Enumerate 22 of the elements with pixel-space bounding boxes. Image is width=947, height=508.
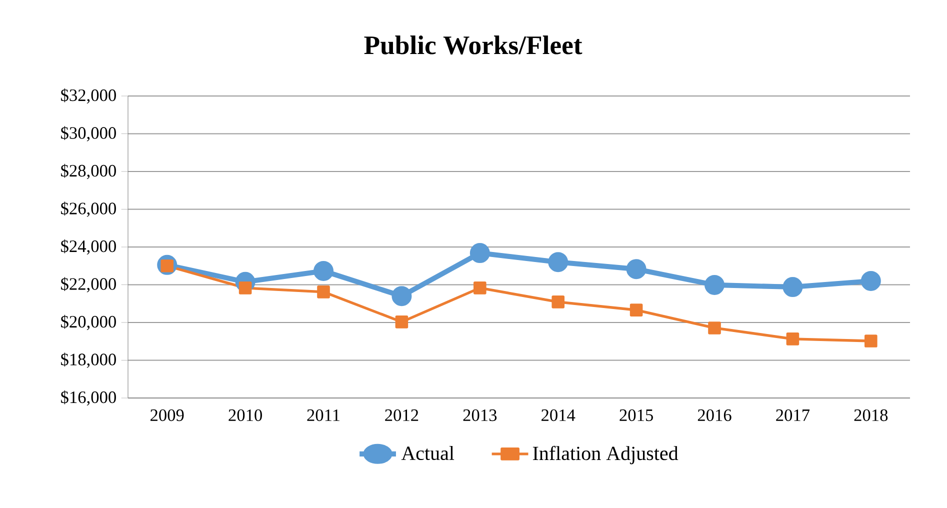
x-tick-label: 2013 <box>463 409 497 422</box>
x-tick-label: 2017 <box>776 409 810 422</box>
x-tick-label: 2015 <box>620 409 653 422</box>
x-tick-label: 2011 <box>307 409 340 422</box>
y-tick-label: $16,000 <box>61 390 116 406</box>
y-tick-label: $30,000 <box>61 126 116 142</box>
chart-title: Public Works/Fleet <box>364 36 582 54</box>
x-tick-label: 2010 <box>228 409 262 422</box>
x-tick-label: 2009 <box>150 409 184 422</box>
x-tick-label: 2016 <box>698 409 732 422</box>
x-tick-label: 2014 <box>542 409 576 422</box>
legend-label: Inflation Adjusted <box>532 446 678 464</box>
y-tick-label: $18,000 <box>61 352 116 368</box>
x-tick-label: 2018 <box>854 409 888 422</box>
y-tick-label: $20,000 <box>61 314 116 330</box>
y-tick-label: $22,000 <box>61 277 116 292</box>
y-tick-label: $26,000 <box>61 202 116 217</box>
y-tick-label: $24,000 <box>61 239 116 255</box>
legend-label: Actual <box>401 446 454 460</box>
y-tick-label: $32,000 <box>61 88 116 104</box>
x-tick-label: 2012 <box>385 409 418 422</box>
y-tick-label: $28,000 <box>61 164 116 180</box>
